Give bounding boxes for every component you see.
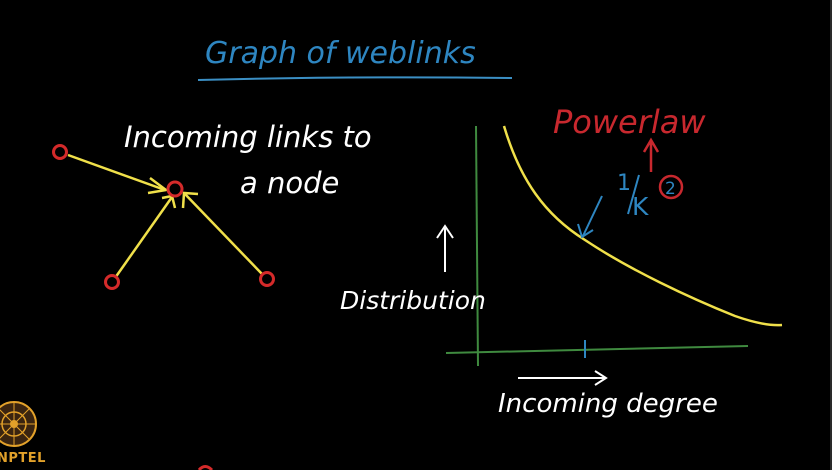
graph-node-left [52, 144, 68, 160]
nptel-logo-text: NPTEL [0, 451, 46, 466]
x-axis-label: Incoming degree [498, 389, 718, 419]
screen-edge [832, 0, 840, 470]
power-law-arrow [642, 137, 660, 172]
node-graph [52, 144, 275, 290]
power-law-curve [502, 125, 783, 327]
formula-exponent: 2 [665, 179, 676, 199]
node-caption-line2: a node [240, 166, 339, 200]
title-underline [197, 76, 513, 81]
exponent-highlight-circle [658, 174, 684, 200]
formula-numerator: 1 [617, 171, 631, 196]
power-law-label: Powerlaw [553, 103, 706, 141]
x-direction-arrow [518, 370, 608, 386]
edge-left [67, 153, 166, 192]
ink-mark [197, 465, 214, 470]
screen-edge-shadow [830, 0, 832, 470]
y-direction-arrow [436, 224, 454, 272]
y-axis [475, 125, 479, 367]
page-title: Graph of weblinks [205, 36, 476, 71]
formula-pointer-arrow [577, 195, 603, 239]
edge-bottom-left [113, 196, 174, 279]
graph-node-center [166, 180, 184, 198]
x-axis [445, 345, 749, 354]
chart [445, 125, 783, 367]
graph-node-bottom-right [259, 271, 275, 287]
edge-bottom-right [183, 192, 263, 275]
formula-slash [627, 174, 640, 215]
nptel-logo-icon [0, 401, 37, 447]
arrowhead-left [147, 177, 170, 195]
node-caption-line1: Incoming links to [124, 120, 372, 154]
graph-node-bottom-left [104, 274, 120, 290]
arrowhead-bottom-right [181, 191, 199, 209]
y-axis-label: Distribution [340, 286, 486, 315]
formula-base: K [632, 192, 649, 221]
